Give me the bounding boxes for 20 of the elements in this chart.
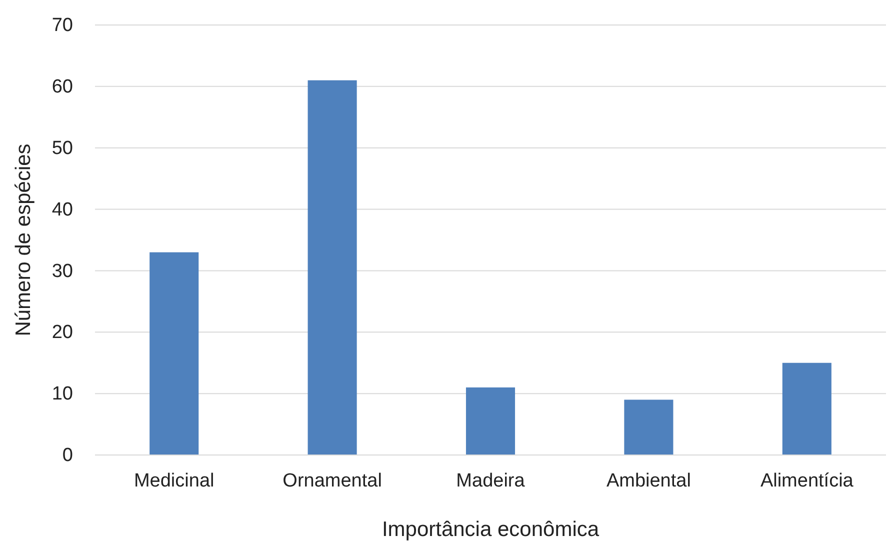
y-tick-label: 10 bbox=[52, 384, 73, 405]
x-axis-title: Importância econômica bbox=[382, 518, 600, 541]
x-tick-label: Ornamental bbox=[282, 470, 382, 492]
y-tick-label: 20 bbox=[52, 322, 73, 344]
y-tick-label: 50 bbox=[52, 138, 73, 159]
bar bbox=[150, 252, 199, 455]
y-tick-label: 60 bbox=[52, 76, 73, 98]
bar bbox=[308, 80, 357, 455]
x-tick-label: Madeira bbox=[456, 470, 526, 492]
y-tick-label: 30 bbox=[52, 260, 73, 282]
y-tick-label: 70 bbox=[52, 15, 73, 36]
x-tick-label: Alimentícia bbox=[760, 470, 854, 492]
bar bbox=[624, 400, 674, 455]
y-tick-label: 0 bbox=[62, 445, 73, 466]
y-axis-title: Número de espécies bbox=[12, 144, 35, 336]
bar bbox=[782, 362, 832, 455]
x-tick-label: Medicinal bbox=[134, 470, 214, 492]
y-tick-label: 40 bbox=[52, 199, 73, 220]
bar bbox=[466, 387, 516, 455]
x-tick-label: Ambiental bbox=[606, 470, 691, 492]
